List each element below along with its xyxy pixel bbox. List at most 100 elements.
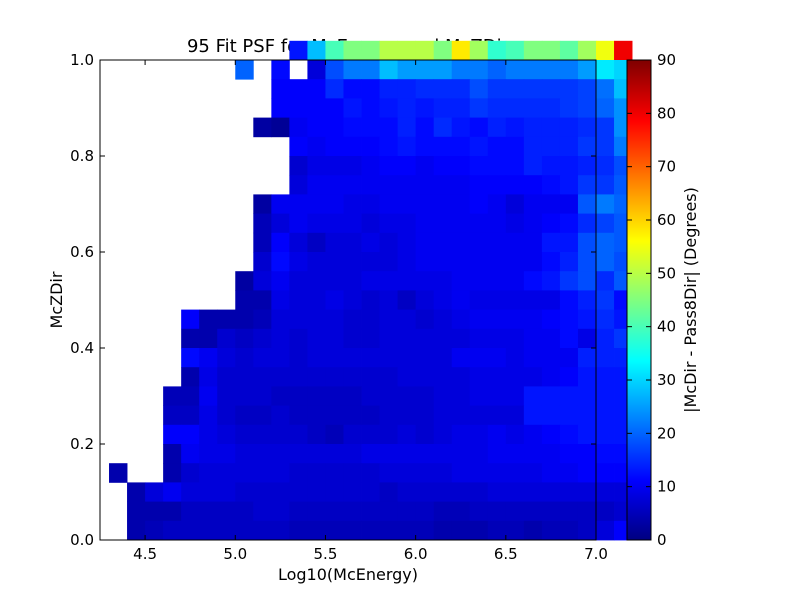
heatmap-cell bbox=[487, 232, 507, 253]
heatmap-cell bbox=[397, 98, 417, 118]
colorbar-segment bbox=[627, 112, 651, 115]
heatmap-cell bbox=[469, 194, 489, 214]
heatmap-cell bbox=[271, 309, 290, 330]
colorbar-segment bbox=[627, 446, 651, 449]
colorbar-segment bbox=[627, 358, 651, 361]
heatmap-cell bbox=[541, 98, 561, 118]
heatmap-cell bbox=[307, 482, 326, 502]
heatmap-cell bbox=[397, 405, 417, 426]
heatmap-cell bbox=[559, 60, 579, 80]
colorbar-segment bbox=[627, 218, 651, 221]
heatmap-cell bbox=[541, 156, 561, 176]
colorbar-segment bbox=[627, 474, 651, 477]
heatmap-cell bbox=[596, 424, 615, 445]
heatmap-cell bbox=[253, 290, 272, 310]
heatmap-cell bbox=[379, 482, 398, 502]
heatmap-cell bbox=[487, 40, 507, 61]
heatmap-cell bbox=[577, 348, 597, 368]
colorbar-segment bbox=[627, 274, 651, 277]
colorbar-segment bbox=[627, 376, 651, 379]
heatmap-cell bbox=[217, 309, 236, 330]
heatmap-cell bbox=[433, 405, 453, 426]
heatmap-cell bbox=[415, 40, 435, 61]
colorbar-segment bbox=[627, 484, 651, 487]
heatmap-cell bbox=[181, 482, 200, 502]
heatmap-cell bbox=[343, 405, 362, 426]
heatmap-cell bbox=[397, 463, 417, 483]
heatmap-cell bbox=[307, 290, 326, 310]
heatmap-cell bbox=[451, 117, 471, 138]
heatmap-cell bbox=[505, 213, 525, 234]
colorbar-tick-label: 90 bbox=[657, 51, 676, 69]
colorbar-segment bbox=[627, 62, 651, 65]
heatmap-cell bbox=[289, 117, 308, 138]
heatmap-cell bbox=[451, 463, 471, 483]
heatmap-cell bbox=[379, 328, 398, 349]
colorbar-segment bbox=[627, 468, 651, 471]
heatmap-cell bbox=[505, 40, 525, 61]
colorbar-segment bbox=[627, 264, 651, 267]
heatmap-cell bbox=[235, 386, 254, 406]
colorbar-segment bbox=[627, 538, 651, 541]
heatmap-cell bbox=[469, 482, 489, 502]
colorbar-segment bbox=[627, 352, 651, 355]
colorbar-segment bbox=[627, 414, 651, 417]
heatmap-cell bbox=[433, 328, 453, 349]
heatmap-cell bbox=[397, 194, 417, 214]
colorbar-segment bbox=[627, 368, 651, 371]
heatmap-cell bbox=[541, 367, 561, 387]
heatmap-cell bbox=[469, 136, 489, 157]
heatmap-cell bbox=[127, 501, 146, 522]
heatmap-cell bbox=[397, 367, 417, 387]
heatmap-cell bbox=[307, 175, 326, 195]
heatmap-cell bbox=[343, 501, 362, 522]
heatmap-cell bbox=[523, 348, 543, 368]
colorbar-segment bbox=[627, 272, 651, 275]
heatmap-cell bbox=[469, 520, 489, 541]
heatmap-cell bbox=[596, 271, 615, 291]
heatmap-cell bbox=[559, 175, 579, 195]
colorbar-segment bbox=[627, 462, 651, 465]
colorbar-segment bbox=[627, 184, 651, 187]
heatmap-cell bbox=[289, 367, 308, 387]
heatmap-cell bbox=[379, 252, 398, 272]
colorbar-segment bbox=[627, 76, 651, 79]
colorbar-segment bbox=[627, 356, 651, 359]
heatmap-cell bbox=[577, 136, 597, 157]
colorbar-tick-label: 0 bbox=[657, 531, 667, 549]
heatmap-cell bbox=[487, 386, 507, 406]
heatmap-cell bbox=[199, 520, 218, 541]
colorbar-segment bbox=[627, 88, 651, 91]
heatmap-cell bbox=[505, 98, 525, 118]
heatmap-cell bbox=[181, 405, 200, 426]
heatmap-cell bbox=[127, 482, 146, 502]
heatmap-cell bbox=[451, 328, 471, 349]
colorbar-segment bbox=[627, 242, 651, 245]
heatmap-cell bbox=[415, 348, 435, 368]
heatmap-cell bbox=[559, 232, 579, 253]
colorbar-segment bbox=[627, 258, 651, 261]
heatmap-cell bbox=[559, 482, 579, 502]
colorbar-segment bbox=[627, 296, 651, 299]
colorbar-segment bbox=[627, 186, 651, 189]
colorbar-segment bbox=[627, 388, 651, 391]
heatmap-cell bbox=[199, 463, 218, 483]
heatmap-cell bbox=[523, 405, 543, 426]
heatmap-cell bbox=[379, 424, 398, 445]
colorbar-segment bbox=[627, 332, 651, 335]
heatmap-cell bbox=[235, 405, 254, 426]
colorbar-segment bbox=[627, 390, 651, 393]
colorbar-segment bbox=[627, 262, 651, 265]
heatmap-cell bbox=[361, 444, 380, 464]
colorbar-segment bbox=[627, 98, 651, 101]
heatmap-cell bbox=[289, 328, 308, 349]
heatmap-cell bbox=[397, 40, 417, 61]
colorbar-segment bbox=[627, 432, 651, 435]
heatmap-cell bbox=[505, 60, 525, 80]
colorbar-segment bbox=[627, 334, 651, 337]
heatmap-cell bbox=[379, 213, 398, 234]
heatmap-cell bbox=[289, 156, 308, 176]
colorbar-segment bbox=[627, 78, 651, 81]
colorbar-segment bbox=[627, 374, 651, 377]
heatmap-cell bbox=[577, 232, 597, 253]
